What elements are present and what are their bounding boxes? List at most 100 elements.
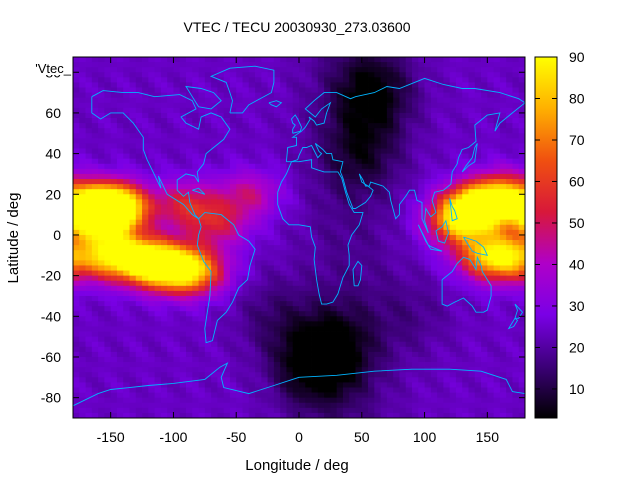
heatmap-cell <box>355 82 363 88</box>
heatmap-cell <box>217 336 225 343</box>
heatmap-cell <box>305 392 312 399</box>
heatmap-cell <box>204 219 212 226</box>
heatmap-cell <box>386 102 394 109</box>
heatmap-cell <box>336 67 344 73</box>
heatmap-cell <box>179 326 187 332</box>
heatmap-cell <box>361 123 369 129</box>
heatmap-cell <box>393 229 400 236</box>
heatmap-cell <box>273 250 281 256</box>
heatmap-cell <box>518 377 525 383</box>
heatmap-cell <box>154 372 162 378</box>
heatmap-cell <box>154 402 162 409</box>
heatmap-cell <box>292 321 300 327</box>
heatmap-cell <box>487 270 495 277</box>
heatmap-cell <box>412 219 419 226</box>
heatmap-cell <box>223 102 231 109</box>
heatmap-cell <box>374 143 382 149</box>
heatmap-cell <box>79 311 86 317</box>
heatmap-cell <box>518 224 525 231</box>
heatmap-cell <box>493 194 501 200</box>
heatmap-cell <box>286 306 294 312</box>
heatmap-cell <box>443 107 451 114</box>
heatmap-cell <box>355 387 363 393</box>
heatmap-cell <box>349 194 356 200</box>
heatmap-cell <box>506 301 513 307</box>
heatmap-cell <box>443 295 451 302</box>
heatmap-cell <box>317 311 325 317</box>
heatmap-cell <box>305 367 312 373</box>
heatmap-cell <box>116 77 124 83</box>
heatmap-cell <box>380 367 388 373</box>
heatmap-cell <box>405 402 413 409</box>
heatmap-cell <box>129 311 137 317</box>
heatmap-cell <box>424 214 432 221</box>
heatmap-cell <box>499 128 507 134</box>
heatmap-cell <box>98 311 105 317</box>
heatmap-cell <box>116 402 124 409</box>
heatmap-cell <box>167 199 174 205</box>
heatmap-cell <box>85 316 93 322</box>
heatmap-cell <box>349 316 356 322</box>
heatmap-cell <box>85 260 93 266</box>
heatmap-cell <box>186 392 193 399</box>
heatmap-cell <box>324 326 331 332</box>
heatmap-cell <box>449 331 457 338</box>
heatmap-cell <box>424 290 432 297</box>
heatmap-cell <box>123 290 130 297</box>
heatmap-cell <box>255 275 262 282</box>
heatmap-cell <box>336 280 344 287</box>
heatmap-cell <box>148 270 156 277</box>
heatmap-cell <box>292 362 300 368</box>
heatmap-cell <box>342 163 350 170</box>
heatmap-cell <box>393 138 400 144</box>
heatmap-cell <box>160 295 168 302</box>
heatmap-cell <box>299 209 306 216</box>
heatmap-cell <box>418 356 425 363</box>
heatmap-cell <box>330 62 338 68</box>
heatmap-cell <box>248 382 256 388</box>
heatmap-cell <box>135 321 143 327</box>
heatmap-cell <box>160 143 168 149</box>
heatmap-cell <box>412 397 419 404</box>
heatmap-cell <box>324 118 331 124</box>
heatmap-cell <box>280 194 287 200</box>
heatmap-cell <box>430 311 438 317</box>
heatmap-cell <box>506 341 513 348</box>
heatmap-cell <box>229 346 237 353</box>
heatmap-cell <box>148 128 156 134</box>
heatmap-cell <box>468 168 476 175</box>
heatmap-cell <box>342 173 350 180</box>
heatmap-cell <box>179 219 187 226</box>
heatmap-cell <box>317 67 325 73</box>
heatmap-cell <box>73 311 80 317</box>
heatmap-cell <box>374 367 382 373</box>
heatmap-cell <box>311 87 319 93</box>
heatmap-cell <box>116 133 124 139</box>
heatmap-cell <box>380 204 388 210</box>
heatmap-cell <box>280 270 287 277</box>
heatmap-cell <box>355 62 363 68</box>
heatmap-cell <box>430 280 438 287</box>
heatmap-cell <box>305 72 312 78</box>
heatmap-cell <box>267 275 275 282</box>
heatmap-cell <box>280 372 287 378</box>
heatmap-cell <box>192 138 199 144</box>
heatmap-cell <box>242 204 250 210</box>
heatmap-cell <box>311 158 319 165</box>
heatmap-cell <box>311 224 319 231</box>
heatmap-cell <box>85 168 93 175</box>
heatmap-cell <box>229 158 237 165</box>
heatmap-cell <box>98 280 105 287</box>
heatmap-cell <box>223 153 231 160</box>
heatmap-cell <box>73 82 80 88</box>
heatmap-cell <box>299 148 306 154</box>
heatmap-cell <box>142 158 149 165</box>
heatmap-cell <box>261 148 269 154</box>
heatmap-cell <box>518 306 525 312</box>
heatmap-cell <box>462 97 469 104</box>
heatmap-cell <box>493 275 501 282</box>
heatmap-cell <box>512 72 520 78</box>
heatmap-cell <box>430 295 438 302</box>
heatmap-cell <box>98 250 105 256</box>
heatmap-cell <box>110 392 118 399</box>
